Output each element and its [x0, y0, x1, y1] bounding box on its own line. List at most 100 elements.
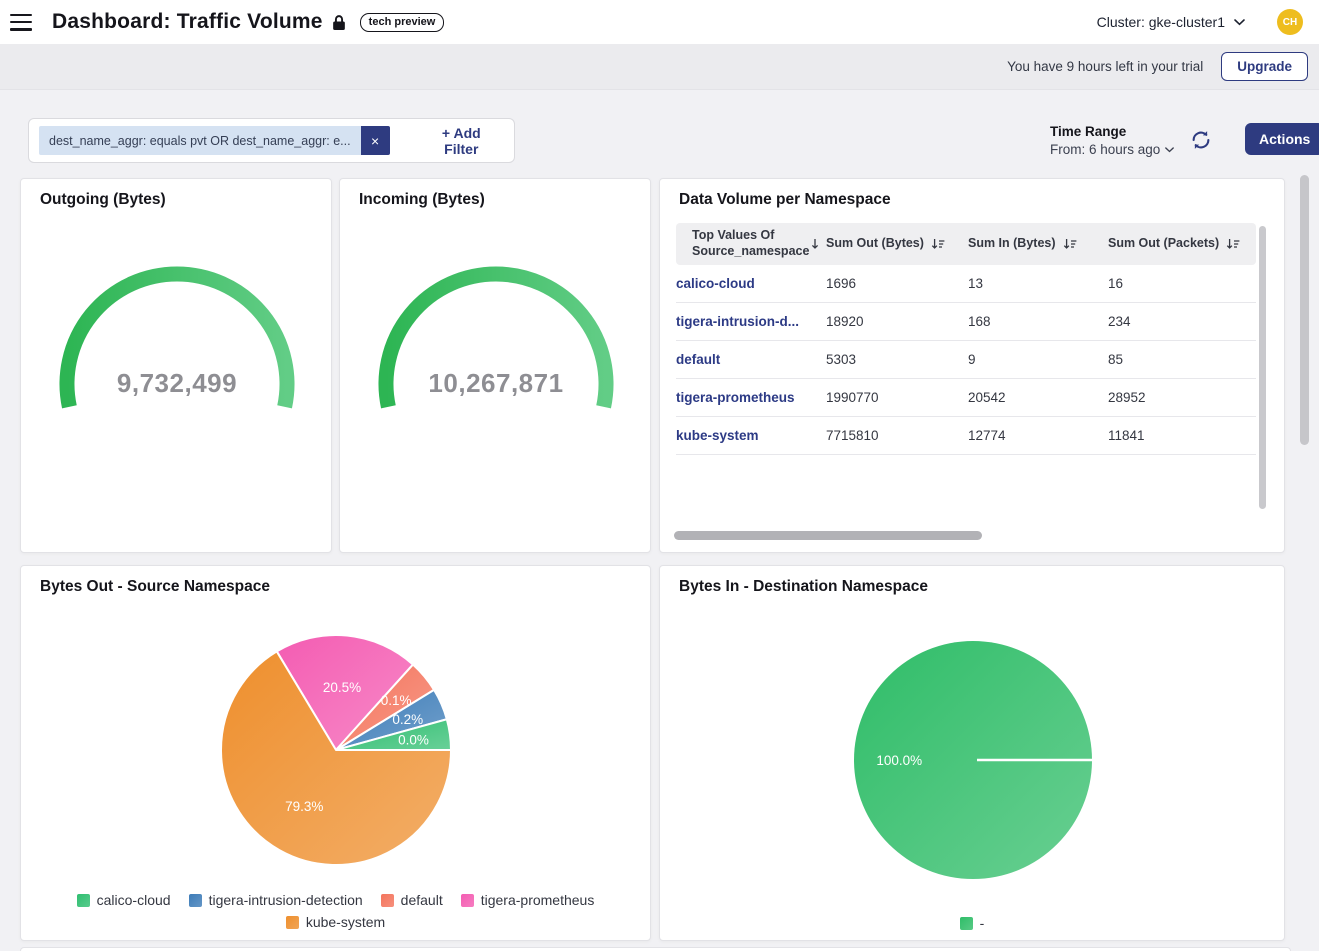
app-header: Dashboard: Traffic Volume tech preview C… [0, 0, 1319, 44]
close-icon: × [370, 132, 380, 149]
namespace-link[interactable]: calico-cloud [676, 276, 755, 291]
legend-item-kube-system[interactable]: kube-system [285, 914, 386, 930]
hamburger-icon [10, 13, 32, 17]
legend-item--[interactable]: - [959, 915, 985, 931]
pie-label: 100.0% [876, 753, 922, 768]
sort-amount-icon [1063, 239, 1076, 249]
legend-label: tigera-prometheus [480, 892, 595, 908]
lock-icon [332, 14, 346, 31]
table-cell-sum-in-bytes: 13 [968, 265, 1108, 303]
menu-button[interactable] [10, 13, 32, 31]
pie-chart-bytes-out: 20.5% 0.1% 0.2% 0.0% 79.3% [220, 634, 452, 866]
table-row: tigera-intrusion-d... 18920 168 234 [676, 303, 1256, 341]
page-scrollbar[interactable] [1300, 175, 1309, 445]
refresh-button[interactable] [1191, 130, 1211, 153]
column-header-namespace[interactable]: Top Values Of Source_namespace [676, 223, 826, 265]
panel-incoming-bytes: Incoming (Bytes) 10,267,871 [339, 178, 651, 553]
namespace-link[interactable]: default [676, 352, 721, 367]
table-header-row: Top Values Of Source_namespace Sum Out (B… [676, 223, 1256, 265]
panel-title: Bytes In - Destination Namespace [679, 578, 928, 595]
legend-item-tigera-intrusion-detection[interactable]: tigera-intrusion-detection [188, 892, 363, 908]
panel-bytes-in-pie: Bytes In - Destination Namespace 100.0% … [659, 565, 1285, 941]
table-cell-sum-out-packets: 28952 [1108, 379, 1256, 417]
table-cell-sum-in-bytes: 12774 [968, 417, 1108, 455]
legend-item-calico-cloud[interactable]: calico-cloud [76, 892, 171, 908]
pie-label: 79.3% [285, 799, 323, 814]
table-cell-sum-out-bytes: 1696 [826, 265, 968, 303]
filter-chip-group: dest_name_aggr: equals pvt OR dest_name_… [39, 126, 390, 155]
pie-label: 0.2% [392, 712, 423, 727]
table-cell-sum-out-bytes: 1990770 [826, 379, 968, 417]
table-cell-namespace: kube-system [676, 417, 826, 455]
legend-label: calico-cloud [96, 892, 171, 908]
filter-chip[interactable]: dest_name_aggr: equals pvt OR dest_name_… [39, 126, 361, 155]
sort-amount-icon [931, 239, 945, 249]
table-row: kube-system 7715810 12774 11841 [676, 417, 1256, 455]
avatar-initials: CH [1282, 16, 1298, 28]
table-row: default 5303 9 85 [676, 341, 1256, 379]
tech-preview-badge: tech preview [359, 12, 445, 32]
table-cell-namespace: default [676, 341, 826, 379]
gauge-chart-outgoing: 9,732,499 [59, 266, 295, 409]
time-range-label: Time Range [1050, 124, 1127, 139]
next-panel-edge [20, 947, 1291, 951]
table-cell-sum-out-packets: 85 [1108, 341, 1256, 379]
column-header-sum-in-bytes-[interactable]: Sum In (Bytes) [968, 223, 1108, 265]
legend-label: default [400, 892, 443, 908]
namespace-link[interactable]: tigera-intrusion-d... [676, 314, 799, 329]
pie-legend-bytes-out: calico-cloud tigera-intrusion-detection de… [21, 892, 650, 930]
legend-item-default[interactable]: default [380, 892, 443, 908]
avatar[interactable]: CH [1277, 9, 1303, 35]
remove-filter-button[interactable]: × [360, 126, 390, 155]
filter-bar: dest_name_aggr: equals pvt OR dest_name_… [28, 118, 515, 163]
gauge-chart-incoming: 10,267,871 [378, 266, 614, 409]
table-cell-namespace: calico-cloud [676, 265, 826, 303]
chevron-down-icon [1165, 146, 1175, 152]
pie-chart-bytes-in: 100.0% [854, 641, 1092, 879]
page-title: Dashboard: Traffic Volume [52, 10, 323, 33]
legend-label: kube-system [305, 914, 386, 930]
panel-title: Outgoing (Bytes) [40, 191, 166, 208]
upgrade-button[interactable]: Upgrade [1221, 52, 1308, 81]
legend-label: tigera-intrusion-detection [208, 892, 363, 908]
legend-swatch [188, 893, 202, 907]
table-cell-sum-out-bytes: 7715810 [826, 417, 968, 455]
namespace-table: Top Values Of Source_namespace Sum Out (B… [676, 223, 1256, 455]
table-cell-sum-out-packets: 234 [1108, 303, 1256, 341]
time-range-value[interactable]: From: 6 hours ago [1050, 142, 1175, 157]
pie-slice-tigera-prometheus[interactable] [275, 634, 414, 751]
table-cell-sum-out-bytes: 18920 [826, 303, 968, 341]
gauge-arc [59, 266, 295, 409]
table-cell-sum-out-bytes: 5303 [826, 341, 968, 379]
legend-swatch [959, 916, 973, 930]
column-header-sum-out-bytes-[interactable]: Sum Out (Bytes) [826, 223, 968, 265]
table-horizontal-scrollbar[interactable] [674, 531, 982, 540]
gauge-value: 10,267,871 [428, 368, 563, 398]
legend-label: - [979, 915, 985, 931]
pie-legend-bytes-in: - [660, 915, 1284, 931]
panel-title: Incoming (Bytes) [359, 191, 485, 208]
table-vertical-scrollbar[interactable] [1259, 226, 1266, 509]
sort-amount-icon [1226, 239, 1240, 249]
namespace-link[interactable]: tigera-prometheus [676, 390, 795, 405]
legend-item-tigera-prometheus[interactable]: tigera-prometheus [460, 892, 595, 908]
panel-data-volume: Data Volume per Namespace Top Values Of … [659, 178, 1285, 553]
cluster-selector-label: Cluster: gke-cluster1 [1096, 14, 1225, 30]
actions-button[interactable]: Actions [1245, 123, 1319, 155]
table-cell-sum-out-packets: 16 [1108, 265, 1256, 303]
gauge-value: 9,732,499 [117, 368, 237, 398]
pie-slice--[interactable] [854, 641, 1092, 879]
panel-title: Data Volume per Namespace [679, 191, 891, 208]
cluster-selector[interactable]: Cluster: gke-cluster1 [1091, 13, 1251, 31]
trial-message: You have 9 hours left in your trial [1007, 59, 1204, 74]
table-cell-sum-in-bytes: 168 [968, 303, 1108, 341]
column-header-sum-out-packets-[interactable]: Sum Out (Packets) [1108, 223, 1256, 265]
namespace-link[interactable]: kube-system [676, 428, 759, 443]
add-filter-button[interactable]: + Add Filter [419, 124, 504, 158]
legend-swatch [460, 893, 474, 907]
pie-slice-kube-system[interactable] [220, 650, 452, 866]
panel-title: Bytes Out - Source Namespace [40, 578, 271, 595]
panel-bytes-out-pie: Bytes Out - Source Namespace 20.5% 0.1% 0.… [20, 565, 651, 941]
time-range: Time Range From: 6 hours ago [1050, 124, 1175, 157]
